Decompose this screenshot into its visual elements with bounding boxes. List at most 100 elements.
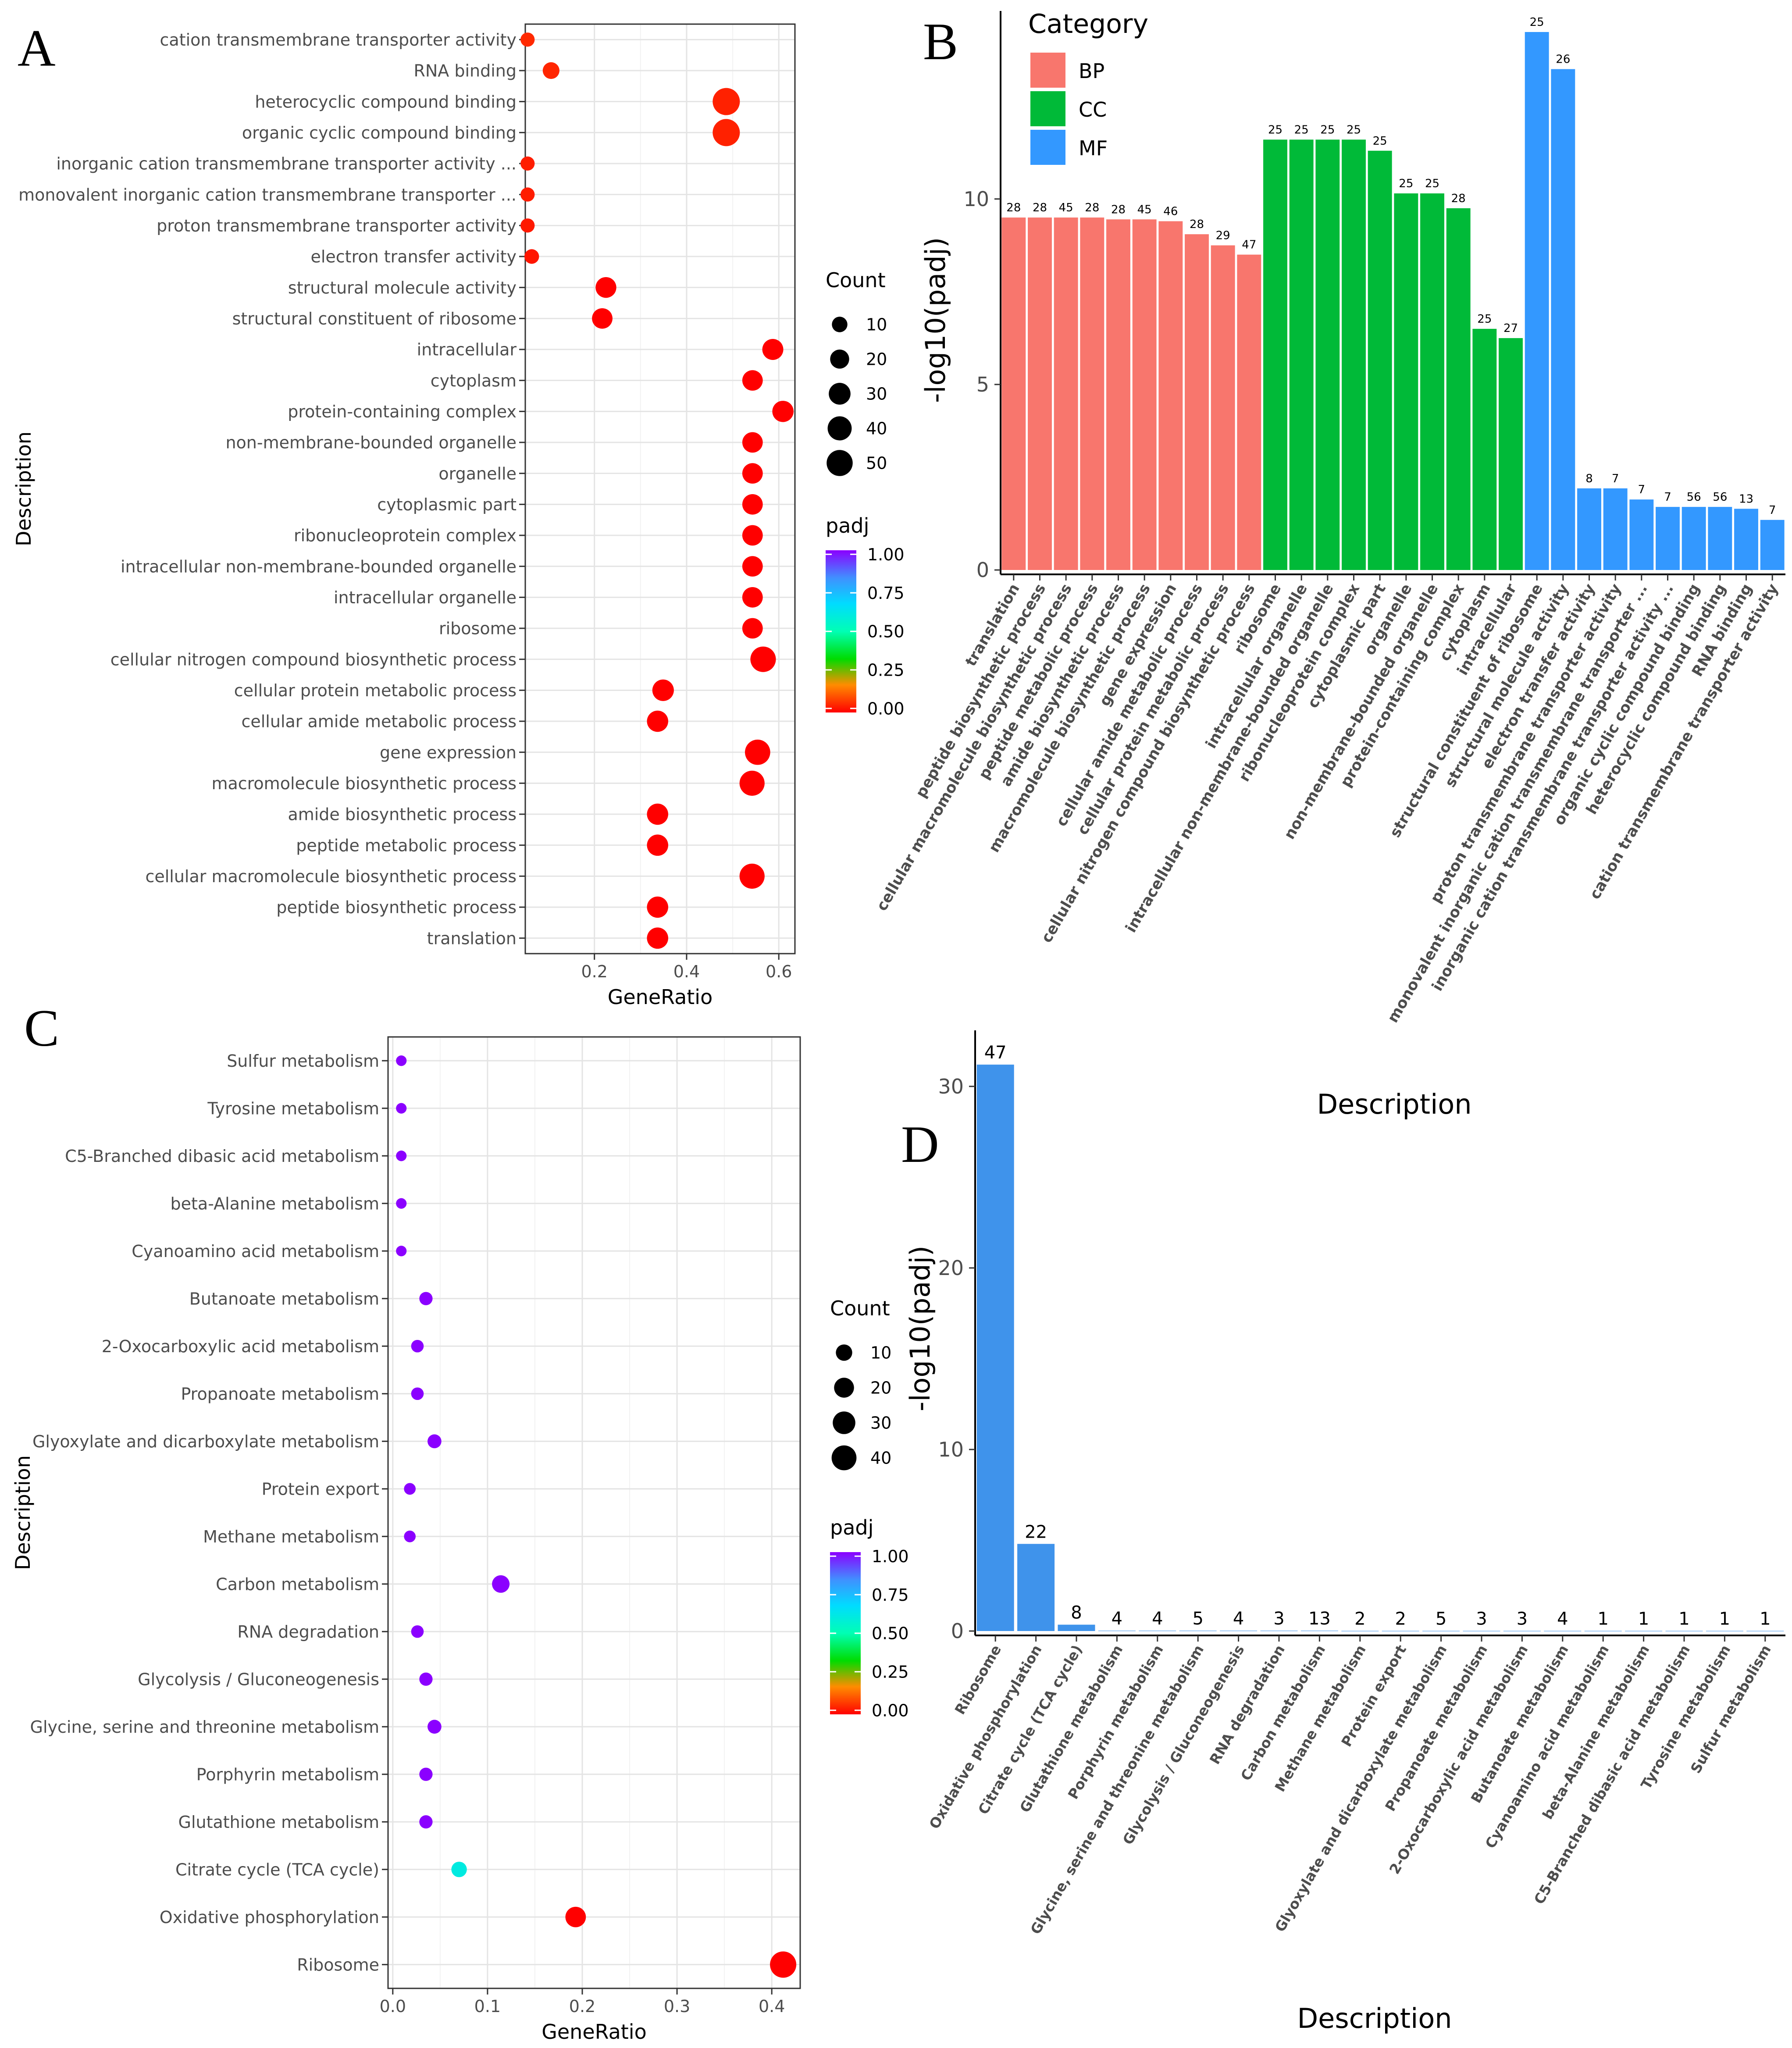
y-tick-label: ribonucleoprotein complex: [294, 526, 517, 545]
x-axis-title: Description: [1297, 2002, 1452, 2034]
y-axis-title: Description: [12, 431, 36, 546]
y-tick-label: proton transmembrane transporter activit…: [157, 216, 517, 235]
y-tick-label: Protein export: [262, 1479, 379, 1499]
bar-value-label: 13: [1308, 1609, 1331, 1629]
y-tick-label: RNA binding: [413, 61, 517, 81]
bar-value-label: 25: [1425, 177, 1439, 190]
size-legend-label: 10: [866, 315, 887, 335]
y-tick-label: monovalent inorganic cation transmembran…: [18, 185, 517, 204]
bar-value-label: 8: [1071, 1603, 1082, 1623]
bar-value-label: 47: [984, 1043, 1007, 1063]
data-point: [396, 1055, 407, 1066]
x-axis-title: GeneRatio: [542, 2020, 647, 2044]
bar: [1577, 488, 1601, 570]
data-point: [428, 1434, 442, 1449]
legend-key: [1030, 130, 1065, 165]
bar-value-label: 7: [1612, 472, 1619, 485]
data-point: [411, 1387, 424, 1400]
data-point: [542, 62, 559, 79]
data-point: [565, 1906, 586, 1927]
y-tick-label: cellular protein metabolic process: [234, 681, 517, 700]
bar: [1001, 217, 1026, 570]
y-tick-label: cytoplasm: [431, 371, 517, 390]
bar-value-label: 28: [1085, 201, 1099, 214]
size-legend-title: Count: [826, 268, 886, 292]
bar: [1315, 139, 1340, 570]
bar: [1289, 139, 1314, 570]
color-legend-label: 0.50: [867, 622, 905, 641]
bar: [1017, 1544, 1055, 1631]
y-tick-label: cellular nitrogen compound biosynthetic …: [110, 650, 517, 669]
bar: [1734, 509, 1758, 570]
bar-value-label: 25: [1320, 123, 1335, 136]
bar: [1028, 217, 1052, 570]
plot-area: [388, 1037, 800, 1988]
data-point: [524, 249, 539, 264]
data-point: [770, 1951, 797, 1978]
y-tick-label: non-membrane-bounded organelle: [225, 433, 517, 452]
color-legend-title: padj: [826, 514, 869, 538]
data-point: [742, 525, 763, 546]
y-tick-label: intracellular non-membrane-bounded organ…: [121, 557, 517, 576]
bar-value-label: 46: [1163, 205, 1178, 218]
bar: [1682, 507, 1706, 570]
data-point: [739, 863, 765, 889]
data-point: [396, 1103, 407, 1114]
panel-c-dotplot: Sulfur metabolism Tyrosine metabolism C5-B…: [11, 1036, 909, 2044]
bar-value-label: 28: [1006, 201, 1021, 214]
data-point: [762, 339, 784, 360]
bar-value-label: 56: [1687, 491, 1701, 504]
bar: [1394, 193, 1418, 570]
legend-key: [1030, 91, 1065, 126]
size-legend-label: 50: [866, 454, 887, 473]
bar-value-label: 4: [1152, 1609, 1163, 1629]
x-tick-label: 0.1: [474, 1997, 501, 2016]
y-tick-label: RNA degradation: [237, 1622, 379, 1642]
y-axis-title: -log10(padj): [904, 1246, 936, 1411]
size-legend-title: Count: [830, 1296, 890, 1320]
data-point: [396, 1150, 407, 1161]
bar-value-label: 13: [1739, 492, 1753, 506]
bar-value-label: 7: [1664, 491, 1671, 504]
y-tick-label: 10: [963, 187, 989, 211]
data-point: [713, 119, 740, 146]
bar-value-label: 22: [1025, 1522, 1047, 1542]
bar: [1656, 507, 1680, 570]
bar: [1499, 338, 1523, 570]
color-legend-label: 1.00: [867, 545, 905, 564]
y-tick-label: Butanoate metabolism: [189, 1289, 379, 1308]
color-legend-title: padj: [830, 1516, 873, 1539]
y-tick-label: Glycolysis / Gluconeogenesis: [138, 1670, 379, 1689]
data-point: [520, 218, 535, 233]
size-legend-label: 40: [870, 1449, 891, 1468]
bar-value-label: 56: [1713, 491, 1727, 504]
y-tick-label: Citrate cycle (TCA cycle): [175, 1860, 379, 1879]
bar-value-label: 45: [1137, 203, 1152, 216]
y-tick-label: cytoplasmic part: [377, 495, 517, 514]
bar-value-label: 29: [1216, 229, 1230, 242]
y-tick-label: peptide biosynthetic process: [276, 898, 517, 917]
x-tick-label: 0.4: [673, 962, 700, 981]
bar: [1551, 69, 1575, 570]
legend-label: MF: [1079, 136, 1108, 160]
panel-a-dotplot: cation transmembrane transporter activit…: [12, 23, 905, 1009]
size-legend-label: 20: [870, 1378, 891, 1398]
data-point: [520, 187, 535, 202]
data-point: [419, 1292, 433, 1305]
y-tick-label: protein-containing complex: [288, 402, 517, 421]
y-tick-label: C5-Branched dibasic acid metabolism: [65, 1147, 379, 1166]
x-tick-label: 0.2: [569, 1997, 595, 2016]
x-tick-label: 0.6: [766, 962, 792, 981]
bar-value-label: 3: [1273, 1609, 1284, 1629]
bar-value-label: 1: [1719, 1609, 1730, 1629]
bar-value-label: 25: [1347, 123, 1361, 136]
y-tick-label: 30: [938, 1075, 964, 1098]
bar: [1080, 217, 1104, 570]
data-point: [647, 710, 668, 732]
bar-value-label: 7: [1769, 504, 1776, 517]
y-tick-label: Glyoxylate and dicarboxylate metabolism: [32, 1432, 379, 1451]
y-tick-label: cellular amide metabolic process: [241, 712, 517, 731]
bar: [1158, 221, 1183, 570]
